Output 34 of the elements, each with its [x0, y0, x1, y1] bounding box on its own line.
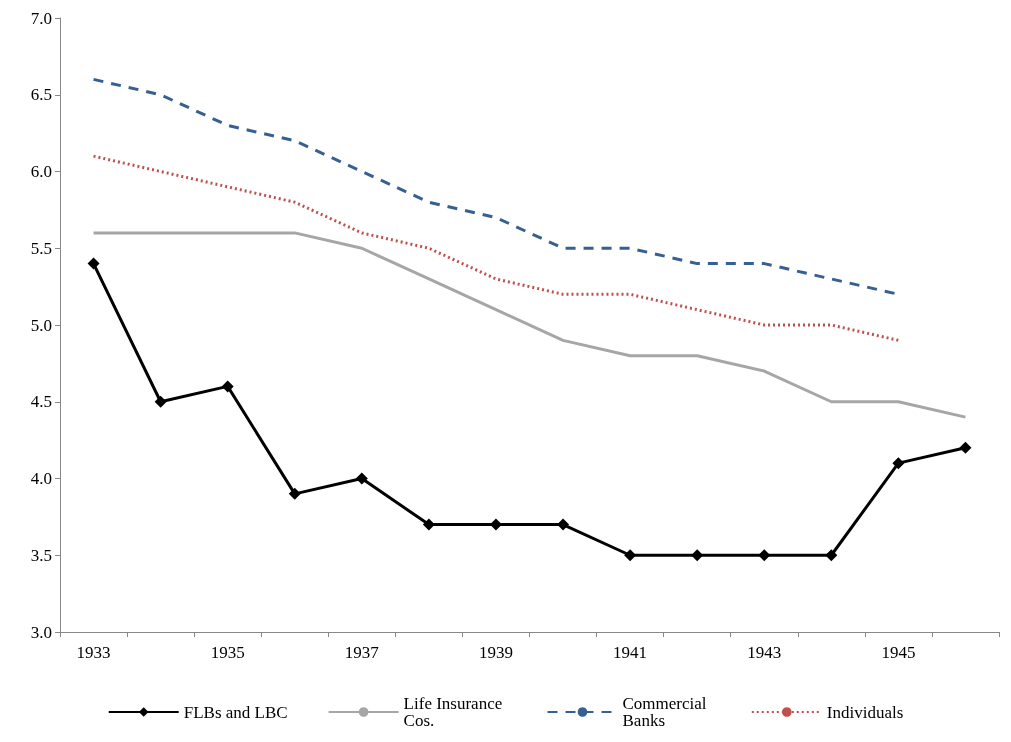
legend-label: Life Insurance Cos.	[403, 694, 507, 730]
y-tick-label: 5.0	[30, 315, 52, 335]
point	[87, 257, 100, 270]
point	[288, 487, 301, 500]
y-tick-label: 4.0	[30, 469, 52, 488]
y-tick-label: 3.5	[30, 545, 52, 565]
x-tick-label: 1941	[613, 643, 648, 662]
legend-label: Commercial Banks	[622, 694, 711, 730]
point	[691, 549, 704, 562]
x-tick-label: 1943	[747, 643, 782, 662]
y-tick-label: 5.5	[30, 238, 52, 258]
x-tick-label: 1935	[210, 643, 245, 662]
y-tick-label: 6.5	[30, 85, 52, 105]
point	[825, 549, 838, 562]
y-tick-label: 3.0	[30, 622, 52, 642]
x-tick-label: 1945	[881, 643, 916, 662]
legend-label: Individuals	[826, 702, 904, 722]
legend-label: FLBs and LBC	[183, 702, 288, 722]
line-series	[92, 154, 900, 342]
x-tick-label: 1933	[76, 643, 111, 662]
line-series	[92, 231, 967, 419]
point	[892, 457, 905, 470]
point	[355, 472, 368, 485]
point	[221, 380, 234, 393]
point	[557, 518, 570, 531]
point	[959, 441, 972, 454]
point	[758, 549, 771, 562]
y-tick-label: 4.5	[30, 392, 52, 412]
point	[154, 395, 167, 408]
x-tick-label: 1937	[344, 643, 380, 662]
x-tick-label: 1939	[478, 643, 513, 662]
y-tick-label: 7.0	[30, 8, 52, 28]
y-tick-label: 6.0	[30, 162, 52, 181]
point	[422, 518, 435, 531]
